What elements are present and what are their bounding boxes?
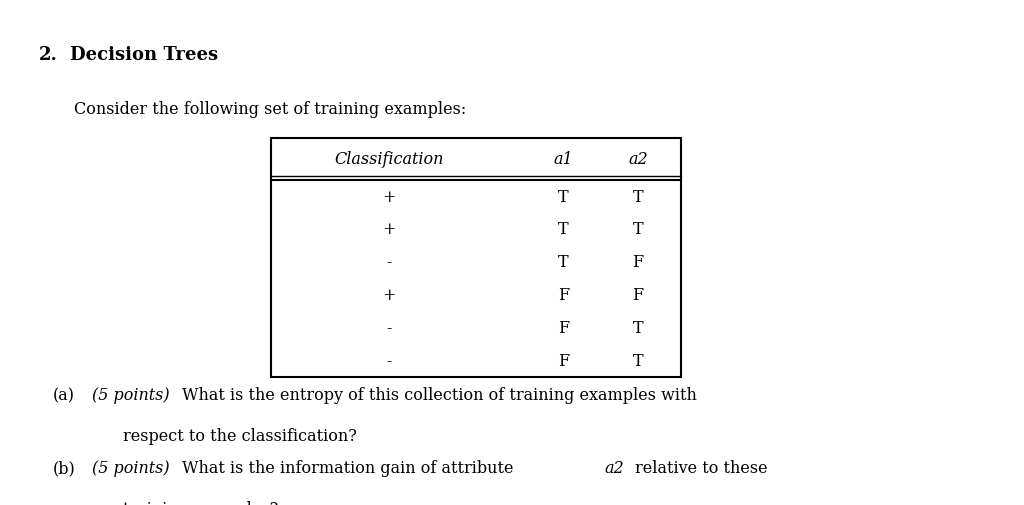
Text: (5 points): (5 points) bbox=[92, 460, 170, 477]
Text: Classification: Classification bbox=[335, 151, 443, 168]
Text: Consider the following set of training examples:: Consider the following set of training e… bbox=[74, 101, 466, 118]
Text: T: T bbox=[633, 352, 643, 369]
Text: -: - bbox=[386, 320, 392, 336]
Bar bbox=[271, 139, 681, 377]
Text: +: + bbox=[382, 188, 396, 205]
Text: -: - bbox=[386, 352, 392, 369]
Text: T: T bbox=[558, 188, 568, 205]
Text: T: T bbox=[633, 221, 643, 238]
Text: a2: a2 bbox=[628, 151, 648, 168]
Text: training examples?: training examples? bbox=[123, 500, 279, 505]
Text: +: + bbox=[382, 287, 396, 304]
Text: F: F bbox=[558, 320, 568, 336]
Text: (a): (a) bbox=[53, 386, 75, 403]
Text: a2: a2 bbox=[604, 460, 624, 477]
Text: F: F bbox=[558, 352, 568, 369]
Text: F: F bbox=[633, 287, 643, 304]
Text: a1: a1 bbox=[553, 151, 573, 168]
Text: T: T bbox=[633, 320, 643, 336]
Text: 2.: 2. bbox=[39, 45, 57, 64]
Text: F: F bbox=[633, 254, 643, 271]
Text: (5 points): (5 points) bbox=[92, 386, 170, 403]
Text: T: T bbox=[633, 188, 643, 205]
Text: Decision Trees: Decision Trees bbox=[70, 45, 218, 64]
Text: -: - bbox=[386, 254, 392, 271]
Text: respect to the classification?: respect to the classification? bbox=[123, 427, 356, 444]
Text: T: T bbox=[558, 254, 568, 271]
Text: What is the entropy of this collection of training examples with: What is the entropy of this collection o… bbox=[182, 386, 697, 403]
Text: +: + bbox=[382, 221, 396, 238]
Text: relative to these: relative to these bbox=[635, 460, 768, 477]
Text: (b): (b) bbox=[53, 460, 76, 477]
Text: What is the information gain of attribute: What is the information gain of attribut… bbox=[182, 460, 514, 477]
Text: T: T bbox=[558, 221, 568, 238]
Text: F: F bbox=[558, 287, 568, 304]
